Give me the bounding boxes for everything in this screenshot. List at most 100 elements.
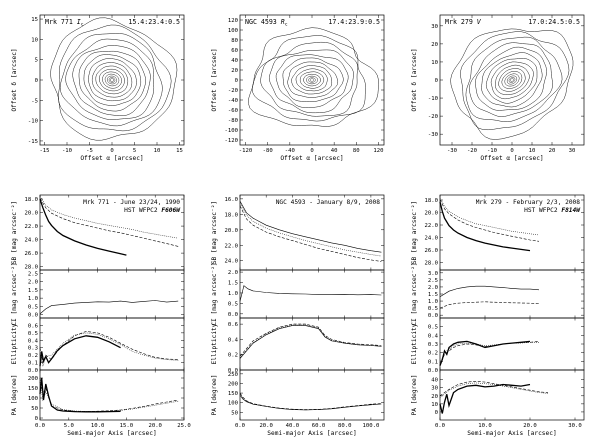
x-tick-label: 80 (353, 148, 360, 154)
x-tick-label: -5 (86, 148, 93, 154)
isophote-contour (287, 61, 339, 98)
pa-panel-mrk771: 0 50 100 150 200 0.0 5.0 10.0 15.0 20.0 25.0 PA [de… (11, 369, 191, 437)
x-tick-label: 20 (549, 148, 556, 154)
contour-title: Mrk 279 V (445, 18, 482, 26)
ci-axis-label: CI [mag arcsec⁻²] (211, 262, 218, 325)
x-tick-label: -120 (239, 148, 252, 154)
y-tick-label: 18.0 (25, 197, 38, 203)
profile-title: Mrk 279 - February 2/3, 2008 (476, 199, 581, 206)
ci-axis-label: CI [mag arcsec⁻²] (11, 262, 18, 325)
x-tick-label: 20.0 (148, 423, 161, 429)
x-axis-label: Semi-major Axis [arcsec] (267, 430, 356, 437)
y-tick-label: 2.0 (228, 270, 238, 276)
isophote-contour (303, 73, 321, 87)
ell-series-I (39, 335, 121, 367)
x-tick-label: 20.0 (523, 423, 536, 429)
pa-frame (239, 369, 385, 421)
ci-panel-mrk771: 0.0 0.5 1.0 1.5 2.0 2.5 CI [mag arcsec⁻²] (11, 262, 185, 326)
sb-axis-label: SB [mag arcsec⁻²] (11, 201, 18, 264)
x-tick-label: 0 (310, 148, 313, 154)
x-tick-label: 100.0 (362, 423, 379, 429)
sb-series-I (439, 201, 531, 252)
y-tick-label: 22.0 (225, 243, 238, 249)
y-tick-label: 0 (35, 416, 38, 422)
y-tick-label: -30 (428, 132, 438, 138)
profile-instrument: HST WFPC2 F814W (524, 207, 581, 214)
x-tick-label: -30 (447, 148, 457, 154)
ell-frame (439, 317, 585, 371)
y-tick-label: -15 (28, 139, 38, 145)
isophote-contour (490, 61, 534, 100)
y-tick-label: 10 (431, 402, 438, 408)
isophote-contour (95, 65, 129, 95)
y-tick-label: 0 (235, 78, 238, 84)
y-tick-label: 0.0 (228, 312, 238, 318)
y-tick-label: 1.5 (228, 281, 238, 287)
isophote-contour (269, 49, 354, 114)
x-tick-label: 15 (176, 148, 183, 154)
sb-panel-mrk279: 18.0 20.0 22.0 24.0 26.0 28.0 SB [mag arcsec⁻²… (411, 194, 585, 271)
y-tick-label: 2.0 (28, 280, 38, 286)
isophote-contour (469, 42, 553, 117)
ci-frame (39, 269, 185, 319)
y-tick-label: 150 (28, 386, 38, 392)
y-tick-label: 0.5 (228, 301, 238, 307)
x-tick-label: -15 (39, 148, 49, 154)
y-tick-label: 100 (228, 28, 238, 34)
sb-series-V (439, 197, 540, 236)
x-tick-label: 80.0 (338, 423, 351, 429)
ell-series-B (39, 331, 179, 364)
isophote-contour (72, 45, 151, 116)
y-tick-label: 28.0 (425, 261, 438, 267)
y-tick-label: 5 (35, 58, 38, 64)
y-tick-label: 250 (228, 372, 238, 378)
ell-panel-ngc4593: 0.0 0.2 0.4 0.6 Ellipticity (211, 317, 385, 374)
y-tick-label: 3.0 (428, 271, 438, 277)
isophote-contour (58, 24, 172, 132)
y-tick-label: 1.5 (428, 292, 438, 298)
y-tick-label: 20 (431, 42, 438, 48)
y-tick-label: 50 (231, 410, 238, 416)
x-tick-label: 0 (110, 148, 113, 154)
y-tick-label: 0.4 (428, 333, 439, 339)
y-tick-label: 20.0 (225, 228, 238, 234)
x-tick-label: 0.0 (235, 423, 245, 429)
isophote-contour (252, 35, 366, 122)
x-axis-label: Offset α [arcsec] (80, 155, 143, 162)
pa-series-B (439, 380, 549, 397)
y-tick-label: 0 (35, 78, 38, 84)
pa-series-I (439, 383, 531, 414)
sb-frame (239, 194, 385, 271)
ci-series-V-I (439, 285, 540, 298)
y-tick-label: 0.2 (28, 353, 38, 359)
y-tick-label: 0.2 (428, 351, 438, 357)
y-tick-label: 0.0 (428, 313, 438, 319)
isophote-contour (309, 78, 315, 82)
y-tick-label: 20 (231, 68, 238, 74)
x-tick-label: 15.0 (120, 423, 133, 429)
sb-series-B (239, 205, 382, 262)
y-tick-label: 0.0 (28, 313, 38, 319)
sb-series-V (39, 196, 179, 239)
x-tick-label: -40 (285, 148, 295, 154)
x-tick-label: 0.0 (35, 423, 45, 429)
y-tick-label: 40 (231, 58, 238, 64)
isophote-contour (450, 28, 574, 140)
x-tick-label: 40.0 (286, 423, 299, 429)
y-tick-label: 0.1 (28, 361, 38, 367)
contour-levels: 17.0:24.5:0.5 (528, 18, 580, 26)
y-tick-label: 80 (231, 38, 238, 44)
isophote-contour (88, 58, 137, 102)
y-tick-label: 200 (28, 376, 38, 382)
y-tick-label: 26.0 (25, 251, 38, 257)
isophote-contour (460, 31, 570, 131)
y-tick-label: 200 (228, 381, 238, 387)
y-tick-label: -40 (228, 98, 238, 104)
y-tick-label: 0.6 (28, 323, 38, 329)
y-tick-label: 20.0 (425, 211, 438, 217)
x-tick-label: 0 (510, 148, 513, 154)
ci-panel-ngc4593: 0.0 0.5 1.0 1.5 2.0 CI [mag arcsec⁻²] (211, 262, 385, 326)
isophote-contour (506, 75, 518, 85)
isophote-contour (107, 75, 117, 85)
